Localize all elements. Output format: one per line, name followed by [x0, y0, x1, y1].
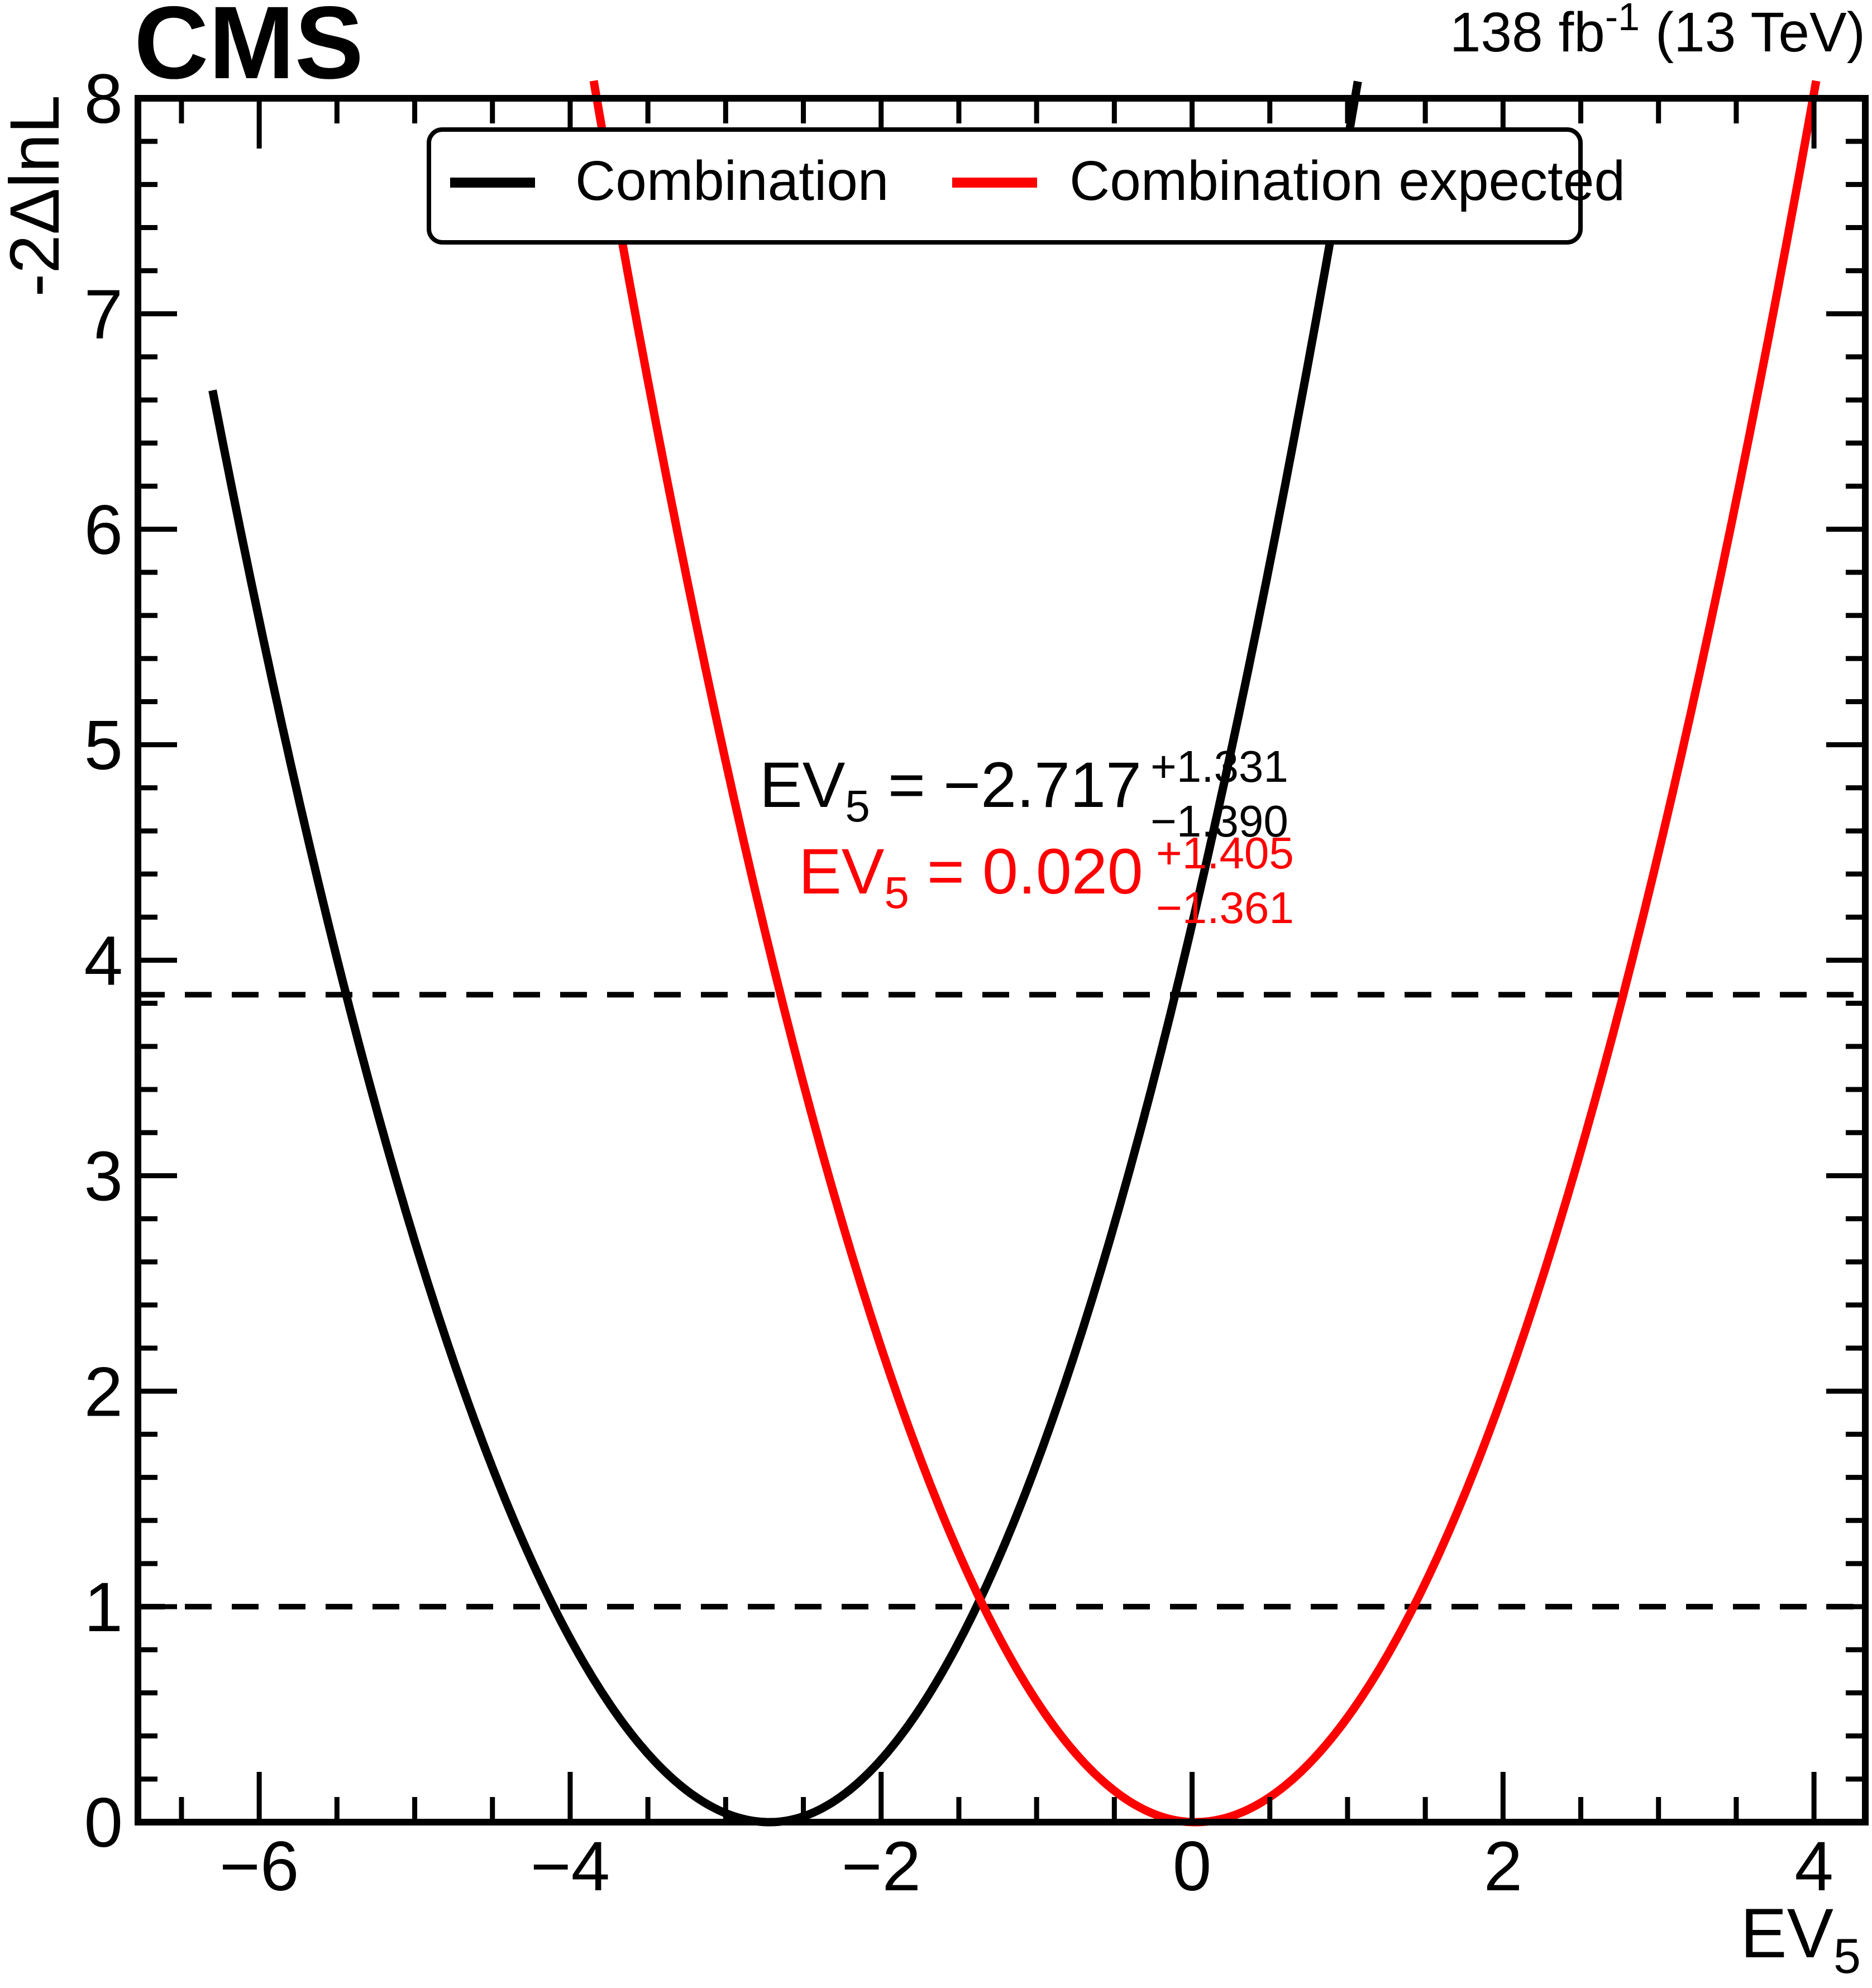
best-fit-annotation-expected: EV5 = 0.020 +1.405 −1.361 — [799, 828, 1294, 933]
x-tick-label: 2 — [1484, 1828, 1523, 1905]
y-tick-label: 6 — [84, 491, 123, 569]
luminosity-label: 138 fb-1 (13 TeV) — [1450, 0, 1865, 64]
y-tick-label: 2 — [84, 1353, 123, 1431]
cms-logo: CMS — [134, 0, 364, 101]
x-tick-label: −4 — [531, 1828, 610, 1905]
x-axis-title: EV5 — [1740, 1895, 1861, 1984]
legend: Combination Combination expected — [427, 127, 1625, 245]
best-fit-error-down-expected: −1.361 — [1156, 883, 1294, 933]
x-tick-label: −2 — [841, 1828, 921, 1905]
confidence-level-lines — [138, 992, 1865, 1610]
best-fit-error-up-expected: +1.405 — [1156, 828, 1294, 878]
y-axis-title: -2ΔlnL — [0, 95, 74, 297]
best-fit-error-up-observed: +1.331 — [1150, 742, 1288, 791]
x-tick-label: 4 — [1794, 1828, 1833, 1905]
y-tick-label: 1 — [84, 1569, 123, 1646]
best-fit-value-observed: EV5 = −2.717 — [760, 749, 1142, 831]
y-tick-label: 0 — [84, 1784, 123, 1862]
x-axis-tick-labels: −6 −4 −2 0 2 4 — [219, 1828, 1833, 1905]
legend-label-combination: Combination — [575, 150, 889, 212]
y-axis-tick-labels: 0 1 2 3 4 5 6 7 8 — [84, 60, 123, 1862]
y-tick-label: 4 — [84, 923, 123, 1000]
x-tick-label: 0 — [1173, 1828, 1212, 1905]
best-fit-value-expected: EV5 = 0.020 — [799, 836, 1143, 917]
best-fit-error-down-observed: −1.390 — [1150, 796, 1288, 846]
x-tick-label: −6 — [219, 1828, 299, 1905]
plot-frame — [135, 95, 1869, 1825]
best-fit-annotation-observed: EV5 = −2.717 +1.331 −1.390 — [760, 742, 1288, 846]
y-tick-label: 7 — [84, 276, 123, 353]
y-tick-label: 3 — [84, 1138, 123, 1215]
y-tick-label: 5 — [84, 707, 123, 785]
legend-label-combination-expected: Combination expected — [1069, 150, 1625, 212]
y-tick-label: 8 — [84, 60, 123, 138]
